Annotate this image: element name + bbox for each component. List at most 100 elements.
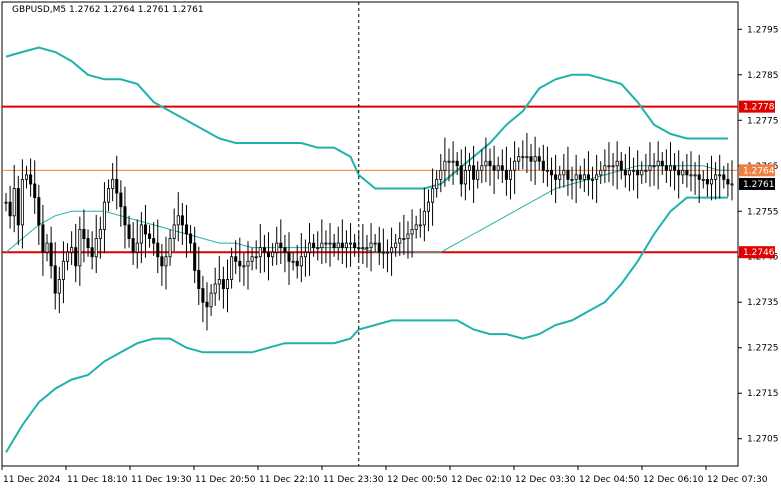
candle-body <box>545 169 549 172</box>
candle-body <box>213 283 217 294</box>
candle-body <box>414 224 418 230</box>
candle-body <box>365 247 369 250</box>
candle-body <box>299 256 303 267</box>
candle-body <box>111 179 115 189</box>
x-tick-label: 12 Dec 07:30 <box>707 475 768 485</box>
candle-body <box>361 247 365 250</box>
candle-body <box>82 229 86 239</box>
candle-body <box>377 242 381 253</box>
candle-body <box>201 288 205 303</box>
candle-body <box>599 169 603 176</box>
candle-body <box>340 242 344 249</box>
candle-body <box>402 238 406 240</box>
candle-body <box>279 242 283 249</box>
candle-body <box>595 174 599 180</box>
candle-body <box>53 265 57 294</box>
candle-body <box>12 188 16 217</box>
candle-body <box>697 174 701 180</box>
candle-body <box>476 169 480 180</box>
candle-body <box>689 174 693 177</box>
y-tick-label: 1.2735 <box>747 298 779 308</box>
candle-body <box>718 174 722 177</box>
y-tick-label: 1.2795 <box>747 25 779 35</box>
candle-body <box>168 238 172 258</box>
candle-body <box>673 165 677 171</box>
candle-body <box>410 229 414 235</box>
candle-body <box>246 260 250 267</box>
candle-body <box>554 174 558 180</box>
candle-body <box>307 242 312 253</box>
candle-body <box>29 174 33 185</box>
candle-body <box>86 238 90 249</box>
candle-body <box>578 174 582 180</box>
candle-body <box>722 174 726 180</box>
candle-body <box>508 169 513 180</box>
x-tick-label: 12 Dec 06:10 <box>643 475 704 485</box>
x-tick-label: 11 Dec 18:10 <box>67 475 128 485</box>
candle-body <box>566 169 570 180</box>
candle-body <box>61 260 65 280</box>
candle-body <box>640 169 644 176</box>
chart-title: GBPUSD,M5 1.2762 1.2764 1.2761 1.2761 <box>12 5 204 15</box>
candle-body <box>119 192 123 208</box>
y-tick-label: 1.2775 <box>747 116 779 126</box>
band-line-0 <box>5 46 728 190</box>
candle-body <box>283 247 287 253</box>
candle-body <box>513 160 517 171</box>
candle-body <box>726 179 730 185</box>
candle-body <box>332 242 336 249</box>
candle-body <box>303 251 307 258</box>
candle-body <box>209 292 213 308</box>
x-tick-label: 11 Dec 19:30 <box>131 475 192 485</box>
x-tick-label: 12 Dec 04:50 <box>579 475 640 485</box>
price-tag-label: 1.2761 <box>743 180 775 190</box>
candle-body <box>254 256 258 259</box>
candle-body <box>394 242 398 249</box>
candle-body <box>709 179 714 185</box>
candle-body <box>217 279 221 285</box>
candle-body <box>139 224 143 244</box>
candle-body <box>184 224 189 235</box>
candle-body <box>115 179 119 194</box>
candle-body <box>123 206 127 226</box>
candle-body <box>230 256 234 280</box>
candle-body <box>336 242 340 249</box>
candle-body <box>152 238 156 244</box>
candle-body <box>664 165 668 171</box>
candle-body <box>8 201 12 217</box>
candle-body <box>164 256 168 267</box>
candle-body <box>189 233 193 244</box>
candle-body <box>603 165 607 171</box>
candle-body <box>266 251 271 258</box>
candle-body <box>562 169 566 176</box>
candle-body <box>574 174 578 180</box>
candle-body <box>65 251 70 262</box>
candle-body <box>656 160 660 167</box>
candle-body <box>685 169 689 176</box>
candle-body <box>176 215 180 226</box>
candle-body <box>41 224 45 253</box>
candle-body <box>591 179 595 181</box>
candle-body <box>582 174 586 180</box>
candle-body <box>492 165 496 171</box>
candle-body <box>316 247 320 250</box>
candle-body <box>496 165 500 171</box>
candle-body <box>291 260 295 263</box>
candle-body <box>406 233 410 239</box>
candle-body <box>4 201 8 204</box>
candle-body <box>426 201 431 212</box>
candle-body <box>234 256 238 262</box>
price-tag <box>739 164 775 177</box>
candle-body <box>537 156 541 162</box>
candle-body <box>488 160 492 167</box>
candle-body <box>57 279 61 294</box>
candle-body <box>398 238 402 244</box>
y-tick-label: 1.2705 <box>747 435 779 445</box>
y-tick-label: 1.2725 <box>747 344 779 354</box>
candle-body <box>472 165 476 180</box>
candle-body <box>705 179 709 185</box>
price-tag-label: 1.2746 <box>743 248 775 258</box>
candle-body <box>160 256 164 267</box>
